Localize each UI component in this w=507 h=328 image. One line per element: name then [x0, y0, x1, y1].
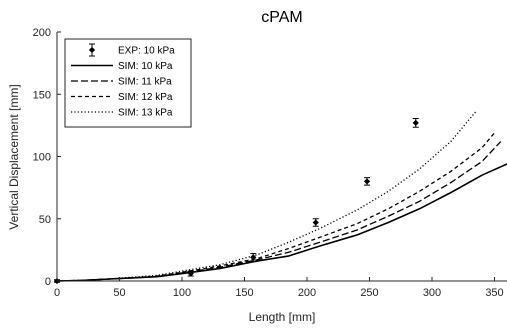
- y-tick-label-4: 200: [33, 27, 51, 39]
- x-tick-label-0: 0: [54, 287, 60, 299]
- y-tick-label-0: 0: [45, 276, 51, 288]
- series-line-4: [56, 111, 477, 282]
- x-tick-label-1: 50: [113, 287, 125, 299]
- series-line-3: [56, 132, 495, 282]
- legend-item-2: SIM: 11 kPa: [71, 77, 172, 88]
- legend-label: SIM: 11 kPa: [118, 77, 172, 88]
- axes: 0 50 100 150 200 250 300 350 0 50 100 150 200: [33, 27, 507, 299]
- legend-label: EXP: 10 kPa: [118, 46, 175, 57]
- y-tick-label-1: 50: [39, 214, 51, 226]
- errorbar-point-1: [187, 270, 194, 277]
- x-tick-label-2: 100: [173, 287, 191, 299]
- legend-label: SIM: 12 kPa: [118, 92, 173, 103]
- legend: EXP: 10 kPa SIM: 10 kPa SIM: 11 kPa SIM: 12…: [64, 38, 192, 128]
- x-tick-label-4: 200: [298, 287, 316, 299]
- y-axis-title: Vertical Displacement [mm]: [7, 84, 21, 229]
- legend-item-4: SIM: 13 kPa: [71, 108, 173, 119]
- y-tick-label-3: 150: [33, 89, 51, 101]
- x-tick-label-3: 150: [235, 287, 253, 299]
- x-axis-title: Length [mm]: [249, 310, 316, 324]
- legend-item-3: SIM: 12 kPa: [71, 92, 173, 103]
- errorbar-point-2: [250, 253, 257, 262]
- chart-title: cPAM: [261, 9, 302, 26]
- legend-item-0: EXP: 10 kPa: [88, 43, 175, 57]
- legend-label: SIM: 10 kPa: [118, 61, 173, 72]
- x-tick-label-7: 350: [485, 287, 503, 299]
- x-tick-label-6: 300: [423, 287, 441, 299]
- data-marker: [250, 254, 257, 261]
- legend-box: [64, 38, 192, 128]
- legend-item-1: SIM: 10 kPa: [71, 61, 173, 72]
- legend-label: SIM: 13 kPa: [118, 108, 173, 119]
- x-tick-label-5: 250: [360, 287, 378, 299]
- y-tick-label-2: 100: [33, 152, 51, 164]
